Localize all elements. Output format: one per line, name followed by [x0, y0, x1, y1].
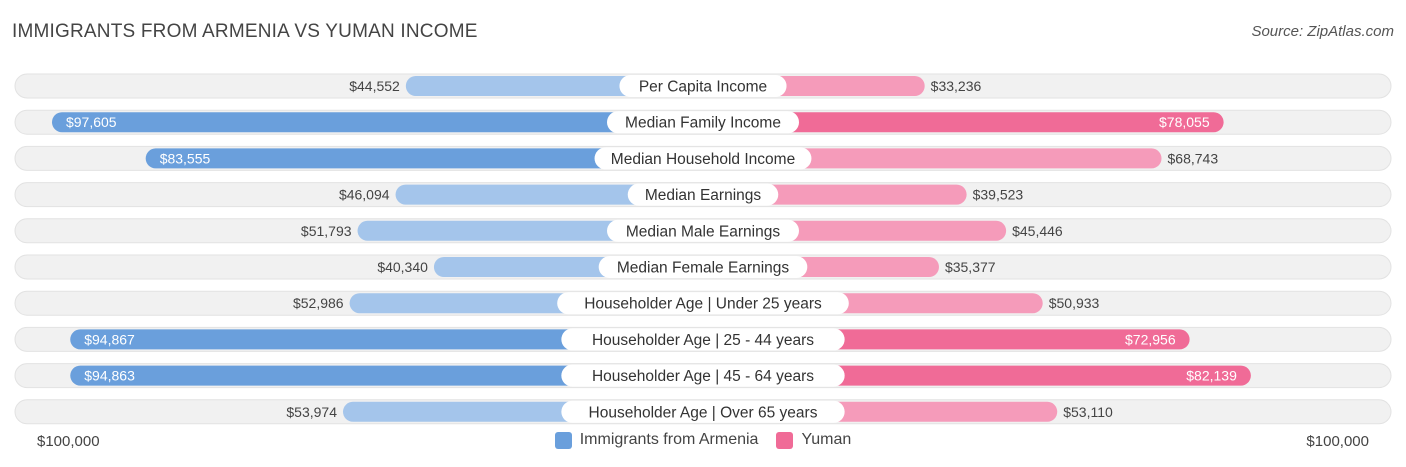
value-label-yuman: $39,523 — [973, 187, 1024, 203]
value-label-yuman: $33,236 — [931, 78, 982, 94]
legend-label-yuman: Yuman — [801, 431, 852, 448]
bar-armenia — [51, 112, 703, 133]
axis-label-right: $100,000 — [1306, 433, 1369, 450]
legend-swatch-yuman — [776, 431, 794, 449]
axis-label-left: $100,000 — [37, 433, 100, 450]
category-pill — [607, 111, 799, 134]
category-pill — [607, 219, 799, 242]
legend-item-yuman[interactable]: Yuman — [776, 431, 851, 449]
category-label: Householder Age | 45 - 64 years — [592, 368, 814, 385]
value-label-armenia: $40,340 — [377, 259, 428, 275]
bar-yuman — [703, 112, 1224, 133]
value-label-yuman: $82,139 — [1186, 368, 1237, 384]
value-label-armenia: $51,793 — [301, 223, 352, 239]
value-label-yuman: $68,743 — [1168, 150, 1219, 166]
category-pill — [561, 400, 845, 423]
category-label: Median Male Earnings — [626, 223, 780, 240]
value-label-yuman: $72,956 — [1125, 331, 1176, 347]
category-label: Median Family Income — [625, 115, 781, 132]
category-pill — [561, 328, 845, 351]
value-label-armenia: $53,974 — [286, 404, 337, 420]
legend-swatch-armenia — [554, 431, 572, 449]
category-pill — [557, 292, 849, 315]
category-pill — [619, 75, 787, 97]
category-pill — [594, 147, 812, 170]
value-label-armenia: $52,986 — [293, 295, 344, 311]
value-label-yuman: $53,110 — [1063, 404, 1113, 420]
category-label: Median Household Income — [611, 151, 795, 168]
bar-armenia — [70, 329, 703, 350]
legend: Immigrants from Armenia Yuman — [0, 431, 1406, 449]
category-label: Median Female Earnings — [617, 260, 790, 277]
category-label: Householder Age | 25 - 44 years — [592, 332, 814, 349]
value-label-armenia: $44,552 — [349, 78, 400, 94]
bar-armenia — [70, 365, 703, 386]
chart-title: IMMIGRANTS FROM ARMENIA VS YUMAN INCOME — [12, 21, 478, 42]
value-label-yuman: $45,446 — [1012, 223, 1063, 239]
value-label-armenia: $94,867 — [84, 331, 135, 347]
value-label-yuman: $50,933 — [1049, 295, 1100, 311]
category-pill — [561, 364, 845, 387]
value-label-yuman: $78,055 — [1159, 114, 1210, 130]
legend-label-armenia: Immigrants from Armenia — [579, 431, 759, 448]
value-label-yuman: $35,377 — [945, 259, 996, 275]
value-label-armenia: $94,863 — [84, 368, 135, 384]
category-label: Householder Age | Over 65 years — [589, 404, 818, 421]
value-label-armenia: $83,555 — [160, 150, 211, 166]
value-label-armenia: $46,094 — [339, 187, 390, 203]
source-note: Source: ZipAtlas.com — [1251, 23, 1394, 40]
legend-item-armenia[interactable]: Immigrants from Armenia — [554, 431, 759, 449]
bar-armenia — [395, 184, 703, 205]
value-label-armenia: $97,605 — [66, 114, 117, 130]
category-label: Median Earnings — [645, 187, 762, 204]
bar-yuman — [703, 148, 1162, 169]
income-chart: $44,552 $33,236 Per Capita Income $97,605 $7… — [14, 73, 1392, 425]
category-label: Per Capita Income — [639, 79, 767, 96]
bar-armenia — [145, 148, 703, 169]
category-pill — [598, 256, 808, 278]
category-pill — [627, 183, 779, 206]
category-label: Householder Age | Under 25 years — [584, 296, 822, 313]
